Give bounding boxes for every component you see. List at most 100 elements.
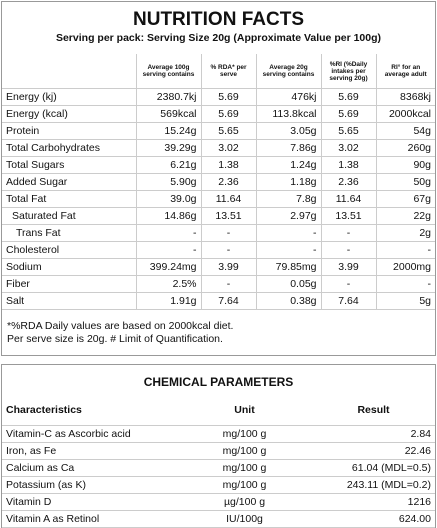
cell: Total Fat [2,190,136,208]
cell: 5.65 [200,122,256,140]
cell: Fiber [2,275,136,293]
cell: - [375,241,435,259]
cell: 22.46 [312,442,435,460]
cell: 3.05g [255,122,321,140]
row: Vitamin A as Retinol IU/100g 624.00 [2,510,435,528]
header-cell: %RI (%Daily intakes per serving 20g) [320,54,376,89]
cell: 67g [375,190,435,208]
cell: 5.69 [200,88,256,106]
cell: - [375,275,435,293]
row: Fiber 2.5% -0.05g - - [2,275,435,293]
header-cell: % RDA* per serve [200,54,256,89]
row: Trans Fat - - - -2g [2,224,435,242]
cell: 5.69 [320,88,376,106]
cell: 39.29g [135,139,201,157]
cell: 3.02 [320,139,376,157]
cell: 5.90g [135,173,201,191]
cell: 2.36 [200,173,256,191]
row: Cholesterol - - - - - [2,241,435,259]
footnote-line: Per serve size is 20g. # Limit of Quanti… [7,333,223,345]
cell: mg/100 g [177,442,312,460]
cell: Cholesterol [2,241,136,259]
cell: 11.64 [200,190,256,208]
row: Total Sugars 6.21g 1.38 1.24g 1.38 90g [2,156,435,174]
cell: 14.86g [135,207,201,225]
cell: Energy (kj) [2,88,136,106]
cell: Trans Fat [2,224,136,242]
cell: 22g [375,207,435,225]
cell: 61.04 (MDL=0.5) [312,459,435,477]
cell: 54g [375,122,435,140]
cell: 1.24g [255,156,321,174]
cell: - [320,241,376,259]
header-cell: Characteristics [2,395,177,426]
cell: Potassium (as K) [2,476,177,494]
chemical-title: CHEMICAL PARAMETERS [143,375,294,389]
cell: 7.64 [320,292,376,310]
row: Added Sugar 5.90g 2.36 1.18g 2.36 50g [2,173,435,191]
cell: Total Carbohydrates [2,139,136,157]
header-cell: Unit [177,395,312,426]
cell: 2.5% [135,275,201,293]
footnote-line: *%RDA Daily values are based on 2000kcal… [7,320,234,332]
cell: 5.69 [200,105,256,123]
cell: mg/100 g [177,459,312,477]
header-cell [2,54,136,89]
cell: 7.8g [255,190,321,208]
cell: mg/100 g [177,425,312,443]
cell: - [200,241,256,259]
cell: 1.91g [135,292,201,310]
header-row: Characteristics Unit Result [2,395,435,426]
cell: 476kj [255,88,321,106]
cell: mg/100 g [177,476,312,494]
header-cell: RI° for an average adult [375,54,435,89]
header-row: Average 100g serving contains% RDA* per … [2,54,435,89]
row: Energy (kj) 2380.7kj 5.69 476kj 5.69 8368kj [2,88,435,106]
cell: - [135,241,201,259]
cell: 113.8kcal [255,105,321,123]
cell: 8368kj [375,88,435,106]
cell: - [320,275,376,293]
cell: 260g [375,139,435,157]
cell: 2.97g [255,207,321,225]
cell: 2.84 [312,425,435,443]
row: Potassium (as K) mg/100 g 243.11 (MDL=0.2) [2,476,435,494]
header-cell: Average 20g serving contains [255,54,321,89]
cell: 15.24g [135,122,201,140]
cell: IU/100g [177,510,312,528]
title: NUTRITION FACTS [133,9,304,30]
cell: 1.38 [320,156,376,174]
cell: 2000kcal [375,105,435,123]
cell: 3.99 [200,258,256,276]
cell: 243.11 (MDL=0.2) [312,476,435,494]
cell: 3.02 [200,139,256,157]
cell: 5g [375,292,435,310]
row: Energy (kcal) 569kcal 5.69 113.8kcal 5.69 200… [2,105,435,123]
cell: - [200,224,256,242]
row: Total Fat 39.0g 11.64 7.8g 11.64 67g [2,190,435,208]
cell: 3.99 [320,258,376,276]
cell: Vitamin-C as Ascorbic acid [2,425,177,443]
cell: - [200,275,256,293]
cell: Vitamin A as Retinol [2,510,177,528]
cell: 13.51 [200,207,256,225]
cell: 2380.7kj [135,88,201,106]
cell: 1216 [312,493,435,511]
row: Sodium 399.24mg 3.99 79.85mg 3.99 2000mg [2,258,435,276]
cell: 13.51 [320,207,376,225]
cell: 1.38 [200,156,256,174]
cell: 7.64 [200,292,256,310]
cell: 5.65 [320,122,376,140]
nutrition-table: Average 100g serving contains% RDA* per … [2,54,435,310]
row: Protein 15.24g 5.65 3.05g 5.65 54g [2,122,435,140]
row: Vitamin-C as Ascorbic acid mg/100 g 2.84 [2,425,435,443]
cell: 5.69 [320,105,376,123]
cell: 569kcal [135,105,201,123]
cell: µg/100 g [177,493,312,511]
cell: 2g [375,224,435,242]
chemical-panel: CHEMICAL PARAMETERS Characteristics Unit R… [1,364,436,528]
footnote: *%RDA Daily values are based on 2000kcal… [7,320,233,346]
cell: Vitamin D [2,493,177,511]
cell: 6.21g [135,156,201,174]
header-cell: Result [312,395,435,426]
